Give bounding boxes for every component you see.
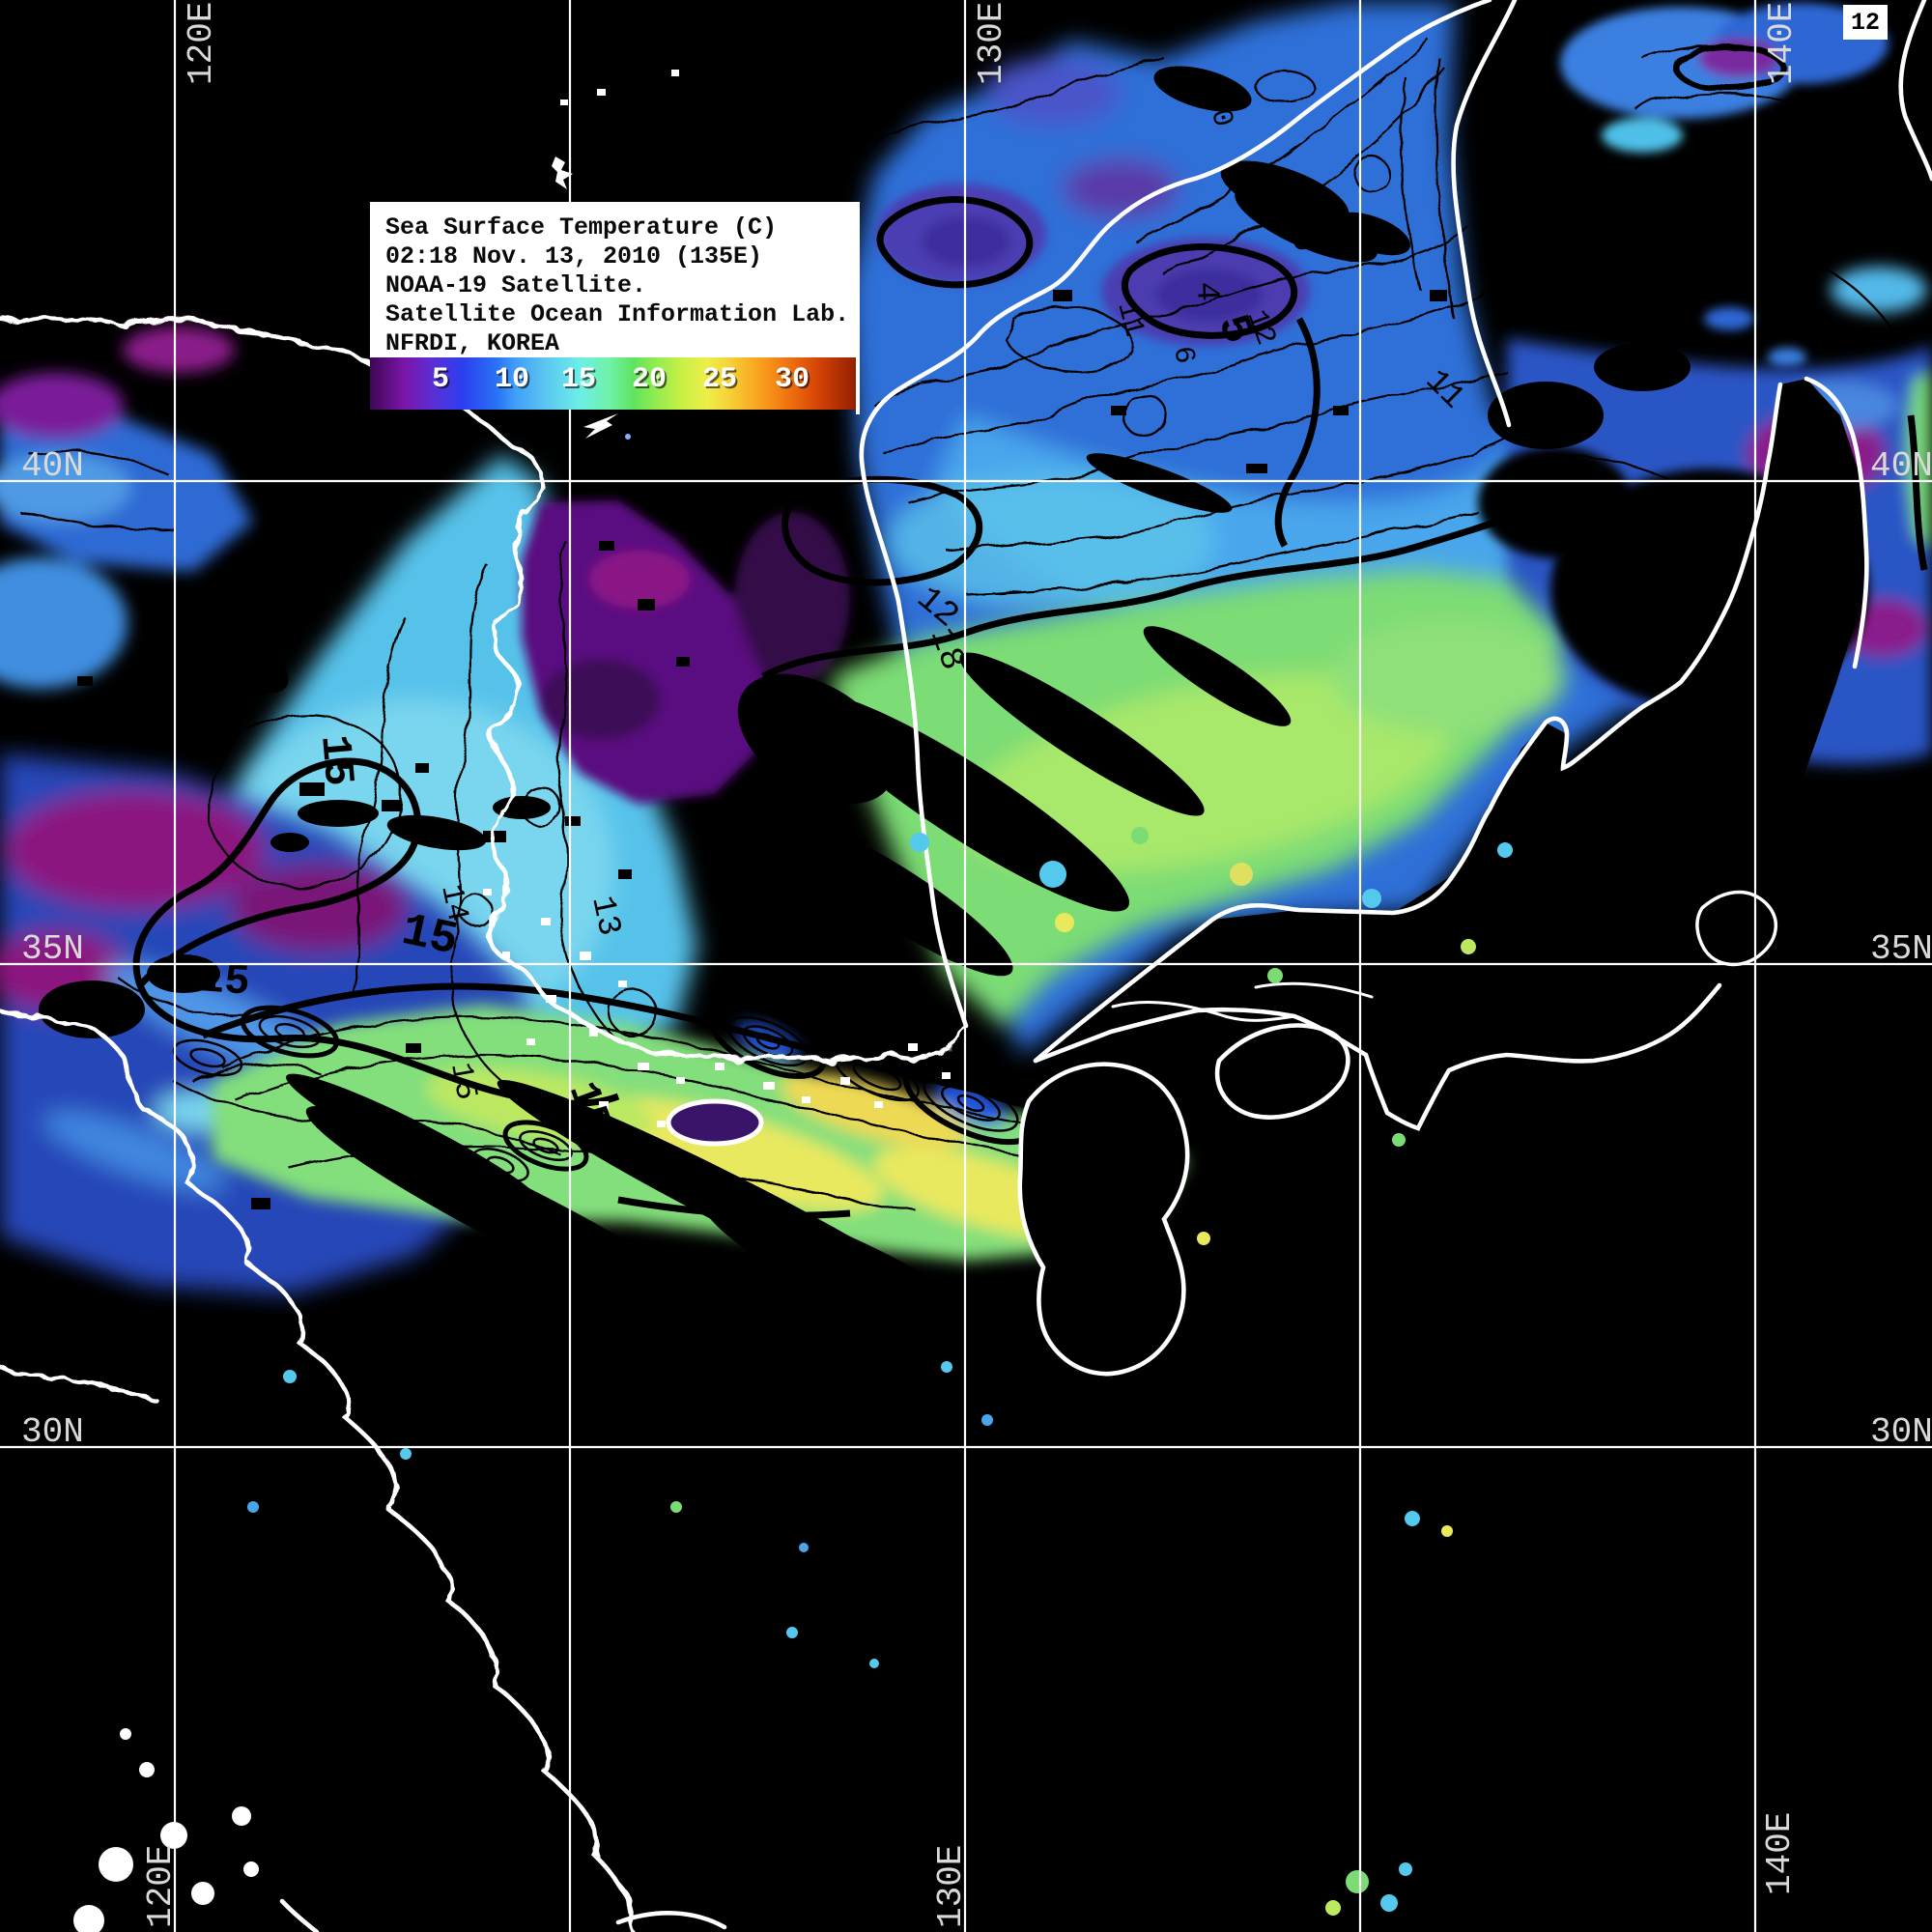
shikoku-land (1217, 1025, 1349, 1118)
swath-edge-line (1451, 0, 1518, 428)
colorbar-tick-5: 5 (431, 363, 450, 396)
lat-label-30n-right: 30N (1870, 1412, 1932, 1452)
bohai-light (0, 453, 130, 523)
satellite-markers (552, 156, 631, 440)
lon-label-130e-top: 130E (972, 2, 1011, 85)
coastline-china-south (0, 1007, 637, 1932)
coastline-hokkaido-west (1898, 0, 1932, 182)
contour-label: 15 (309, 733, 361, 788)
sea-speck (1704, 307, 1754, 330)
contour-label: 15 (397, 905, 463, 968)
pacific-cyan (1831, 267, 1927, 313)
title-box: Sea Surface Temperature (C) 02:18 Nov. 1… (370, 202, 860, 357)
corner-contour-label-text: 12 (1850, 8, 1880, 37)
strait-yellow-3 (781, 1073, 968, 1149)
coastline-korea-west-south (487, 434, 969, 1063)
colorbar: 5 10 15 20 25 30 (370, 355, 860, 414)
coastline-bottomleft-arc (279, 1898, 320, 1932)
sea-topright-cyan (1602, 118, 1683, 153)
coastline-kyushu (1017, 1062, 1190, 1377)
contour-label: 14 (433, 881, 475, 924)
contour-label: 16 (311, 1089, 355, 1130)
lon-label-130e-bottom: 130E (931, 1845, 971, 1928)
cold-eddy-east-core (1155, 268, 1264, 322)
lon-label-120e-bottom: 120E (141, 1845, 181, 1928)
strait-cold-core-1 (934, 1080, 1008, 1126)
lat-label-35n-right: 35N (1870, 929, 1932, 969)
coastline-china-inlet (0, 1364, 157, 1402)
colorbar-gradient (370, 357, 858, 410)
grid-labels: 120E 130E 140E 120E 130E 140E 40N 35N 30… (21, 2, 1932, 1928)
topleft-purple-2 (123, 327, 235, 373)
china-magenta-1 (5, 790, 266, 910)
green-band-light-2 (1333, 618, 1565, 734)
contour-label: 6 (1165, 344, 1201, 367)
coastlines-smooth (279, 0, 1932, 1932)
coastline-island-arc-south (615, 1911, 727, 1930)
sea-speck (1768, 348, 1806, 367)
island-speckles (73, 70, 951, 1932)
title-line-3: NOAA-19 Satellite. (385, 271, 647, 299)
lon-label-140e-bottom: 140E (1760, 1812, 1800, 1895)
honshu-land (1036, 379, 1868, 1128)
lat-label-40n-left: 40N (21, 446, 84, 486)
lat-label-40n-right: 40N (1870, 446, 1932, 486)
korea-interior-east (734, 512, 850, 686)
cold-tint-2 (1063, 159, 1179, 217)
land-fills (1019, 379, 1868, 1375)
lat-label-35n-left: 35N (21, 929, 84, 969)
coastline-shikoku (1214, 1023, 1350, 1120)
kyushu-land (1019, 1064, 1188, 1375)
colorbar-tick-10: 10 (494, 363, 530, 396)
china-bluestreak-3 (43, 1112, 227, 1191)
contour-label: 15 (442, 1060, 484, 1102)
title-line-2: 02:18 Nov. 13, 2010 (135E) (385, 242, 763, 270)
coastline-honshu-south (1033, 982, 1722, 1131)
lon-label-140e-top: 140E (1762, 2, 1802, 85)
satellite-marker-bottom (583, 413, 618, 439)
corner-contour-label: 12 (1843, 5, 1888, 40)
title-line-4: Satellite Ocean Information Lab. (385, 300, 850, 328)
coastline-kanto-bay (1695, 890, 1777, 967)
contour-label: 4 (1187, 281, 1225, 302)
topleft-purple-1 (0, 373, 124, 439)
coastline-honshu-north (1033, 382, 1783, 1064)
coastline-tohoku-pacific (1804, 376, 1869, 669)
title-line-1: Sea Surface Temperature (C) (385, 213, 778, 242)
seto-inland-squiggle-1 (1111, 1001, 1296, 1022)
colorbar-tick-25: 25 (701, 363, 738, 396)
jeju-island (666, 1098, 764, 1147)
title-line-5: NFRDI, KOREA (385, 329, 560, 357)
satellite-marker-dot (625, 434, 631, 440)
colorbar-end-tick (856, 355, 860, 414)
leftmid-blue (0, 557, 128, 689)
satellite-marker-top (552, 156, 573, 189)
coastline-korea-east (859, 0, 1492, 1029)
colorbar-tick-30: 30 (774, 363, 810, 396)
scattered-sea-specks (247, 827, 1513, 1916)
korea-interior-magenta (589, 551, 690, 609)
lat-label-30n-left: 30N (21, 1412, 84, 1452)
colorbar-tick-15: 15 (560, 363, 597, 396)
contour-label: 13 (582, 893, 627, 939)
lon-label-120e-top: 120E (182, 2, 221, 85)
colorbar-tick-20: 20 (631, 363, 668, 396)
